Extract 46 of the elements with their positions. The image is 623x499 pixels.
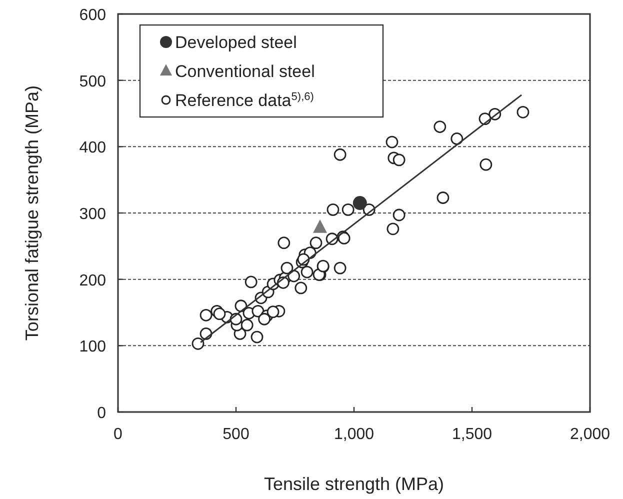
point bbox=[392, 154, 406, 166]
y-tick-label: 400 bbox=[79, 140, 106, 157]
x-tick-label: 1,500 bbox=[452, 426, 492, 443]
y-tick-label: 100 bbox=[79, 338, 106, 356]
point bbox=[386, 222, 400, 236]
point bbox=[200, 308, 212, 322]
point bbox=[258, 312, 271, 326]
y-tick-label: 500 bbox=[79, 73, 106, 90]
legend-label: Developed steel bbox=[175, 33, 297, 52]
point bbox=[192, 337, 204, 350]
point bbox=[280, 262, 294, 274]
x-tick-label: 500 bbox=[222, 426, 250, 443]
point bbox=[436, 192, 450, 204]
point bbox=[250, 330, 264, 344]
point bbox=[240, 318, 254, 332]
point bbox=[310, 236, 322, 250]
x-axis-title: Tensile strength (MPa) bbox=[264, 474, 444, 494]
point bbox=[386, 136, 398, 148]
legend-label: Conventional steel bbox=[175, 62, 315, 81]
x-tick-label: 2,000 bbox=[570, 426, 610, 443]
point bbox=[313, 220, 328, 233]
point bbox=[392, 208, 406, 222]
point bbox=[516, 106, 530, 118]
point bbox=[352, 196, 367, 210]
point bbox=[278, 236, 290, 250]
point bbox=[300, 266, 314, 278]
y-tick-label: 600 bbox=[79, 7, 106, 24]
x-tick-label: 0 bbox=[114, 426, 123, 443]
point bbox=[326, 203, 340, 216]
y-axis-title: Torsional fatigue strength (MPa) bbox=[22, 85, 42, 341]
x-tick-label: 1,000 bbox=[334, 426, 374, 443]
point bbox=[266, 306, 280, 318]
y-tick-label: 300 bbox=[79, 206, 106, 223]
point bbox=[244, 276, 258, 288]
point bbox=[434, 120, 446, 133]
point bbox=[334, 262, 346, 274]
y-tick-label: 200 bbox=[79, 272, 106, 290]
point bbox=[294, 282, 308, 294]
y-tick-label: 0 bbox=[97, 405, 106, 422]
point bbox=[288, 270, 300, 282]
point bbox=[450, 132, 464, 145]
legend-label: Reference data$^{5),6)}$ bbox=[175, 91, 314, 110]
point bbox=[213, 308, 226, 320]
point bbox=[334, 148, 346, 161]
point bbox=[342, 203, 354, 216]
point bbox=[480, 158, 492, 171]
